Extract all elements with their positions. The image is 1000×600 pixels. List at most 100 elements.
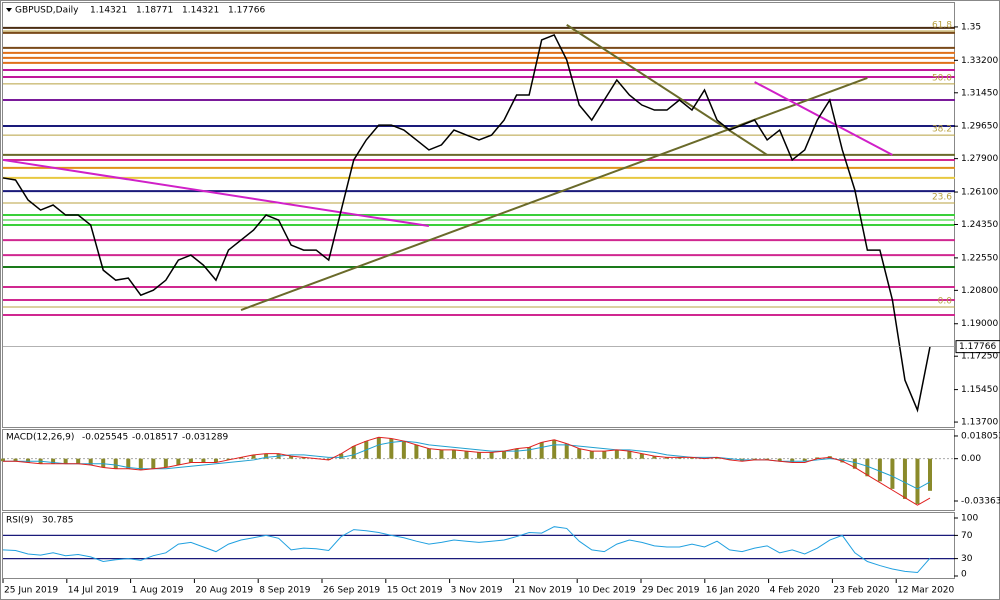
- macd-bar: [213, 458, 218, 463]
- macd-bar: [376, 437, 381, 459]
- x-tick-label: 15 Oct 2019: [387, 586, 443, 596]
- macd-bar: [414, 444, 419, 459]
- y-tick-label: 70: [961, 531, 973, 541]
- y-tick-label: 1.15450: [961, 385, 998, 395]
- macd-bar: [264, 453, 269, 459]
- macd-bar: [326, 458, 331, 460]
- fib-label: 61.8: [932, 21, 952, 31]
- macd-bar: [639, 453, 644, 459]
- fib-label: 23.6: [932, 192, 952, 202]
- x-tick-label: 14 Jul 2019: [68, 586, 119, 596]
- macd-bar: [26, 458, 31, 463]
- macd-bar: [1, 458, 5, 462]
- y-tick-label: 30: [961, 554, 973, 564]
- macd-bar: [426, 448, 431, 459]
- macd-bar: [677, 457, 682, 459]
- macd-bar: [464, 451, 469, 459]
- fib-label: 50.0: [932, 73, 952, 83]
- macd-bar: [777, 458, 782, 462]
- y-tick-label: 1.20800: [961, 286, 998, 296]
- macd-bar: [113, 458, 118, 469]
- macd-bar: [439, 449, 444, 459]
- y-tick-label: 0: [961, 570, 967, 580]
- macd-bar: [289, 456, 294, 459]
- y-tick-label: 1.31450: [961, 88, 998, 98]
- macd-bar: [76, 458, 81, 464]
- ohlc-value: 1.14321: [90, 6, 127, 16]
- macd-bar: [577, 448, 582, 459]
- y-tick-label: 1.13700: [961, 418, 998, 428]
- x-tick-label: 3 Nov 2019: [451, 586, 503, 596]
- macd-bar: [865, 458, 870, 477]
- macd-bar: [188, 458, 193, 463]
- trendline: [566, 24, 768, 156]
- macd-bar: [502, 451, 507, 459]
- macd-bar: [201, 458, 206, 463]
- macd-bar: [126, 458, 131, 469]
- macd-bar: [527, 447, 532, 459]
- y-tick-label: -0.033639: [961, 496, 1000, 506]
- x-tick-label: 10 Dec 2019: [578, 586, 636, 596]
- macd-bar: [539, 442, 544, 459]
- macd-bar: [13, 458, 18, 462]
- current-price-box: [955, 340, 1000, 354]
- macd-bar: [514, 448, 519, 459]
- macd-bar: [88, 458, 93, 465]
- macd-bar: [351, 446, 356, 459]
- trendline: [240, 77, 868, 311]
- ohlc-value: 1.14321: [182, 6, 219, 16]
- trendline: [2, 158, 430, 227]
- x-tick-label: 23 Feb 2020: [833, 586, 889, 596]
- y-tick-label: 0.00: [961, 454, 981, 464]
- macd-bar: [564, 443, 569, 459]
- macd-bar: [928, 458, 932, 491]
- macd-bar: [552, 439, 557, 459]
- fib-label: 0.0: [938, 297, 953, 307]
- x-tick-label: 1 Aug 2019: [132, 586, 184, 596]
- macd-bar: [664, 457, 669, 459]
- macd-readout: -0.031289: [182, 433, 228, 443]
- macd-bar: [101, 458, 106, 468]
- macd-bar: [138, 458, 143, 470]
- y-tick-label: 1.22550: [961, 253, 998, 263]
- x-tick-label: 8 Sep 2019: [259, 586, 311, 596]
- macd-title: MACD(12,26,9): [6, 433, 74, 443]
- y-tick-label: 1.27900: [961, 154, 998, 164]
- macd-bar: [902, 458, 907, 499]
- macd-bar: [815, 457, 820, 459]
- macd-bar: [589, 451, 594, 459]
- macd-bar: [790, 458, 795, 463]
- macd-bar: [727, 458, 732, 460]
- macd-bar: [401, 441, 406, 459]
- y-tick-label: 0.018053: [961, 431, 1000, 441]
- price-line: [2, 33, 931, 413]
- macd-bar: [614, 449, 619, 459]
- macd-bar: [689, 457, 694, 459]
- x-tick-label: 12 Mar 2020: [897, 586, 954, 596]
- macd-bar: [852, 458, 857, 469]
- macd-bar: [627, 451, 632, 459]
- label-layer: 61.8 50.0 38.2 23.6 0.0 1.17766 1.35 1.33200 1.3…: [4, 6, 1000, 596]
- macd-bar: [226, 458, 231, 460]
- macd-bar: [489, 452, 494, 459]
- macd-bar: [63, 458, 68, 464]
- x-tick-label: 21 Nov 2019: [514, 586, 572, 596]
- macd-bar: [715, 457, 720, 459]
- macd-bar: [890, 458, 895, 489]
- macd-bar: [877, 458, 882, 482]
- x-tick-label: 16 Jan 2020: [706, 586, 760, 596]
- x-tick-label: 4 Feb 2020: [770, 586, 821, 596]
- macd-bar: [915, 458, 920, 504]
- x-tick-label: 29 Dec 2019: [642, 586, 700, 596]
- macd-bar: [163, 458, 168, 468]
- y-tick-label: 1.17250: [961, 352, 998, 362]
- macd-bar: [752, 458, 757, 460]
- y-tick-label: 1.35: [961, 22, 981, 32]
- macd-readout: -0.018517: [132, 433, 178, 443]
- macd-bar: [652, 456, 657, 459]
- macd-bar: [51, 458, 56, 464]
- y-tick-label: 1.33200: [961, 56, 998, 66]
- macd-bar: [301, 457, 306, 459]
- macd-bar: [151, 458, 156, 469]
